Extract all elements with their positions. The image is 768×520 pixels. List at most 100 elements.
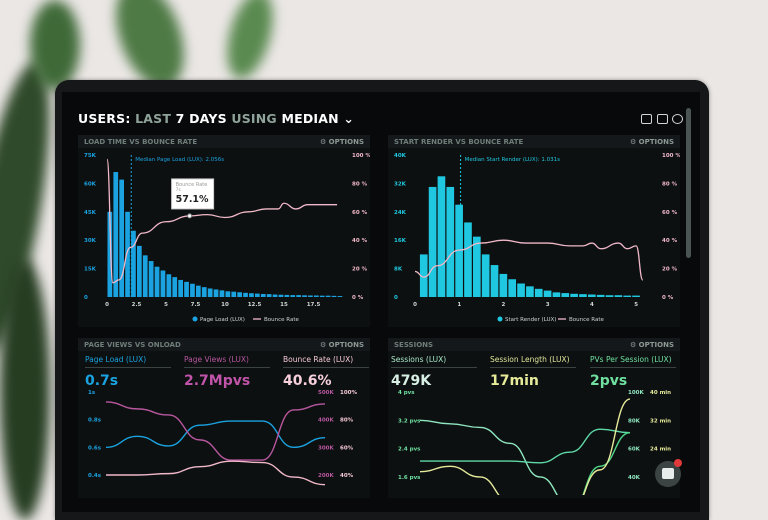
histogram-bar <box>481 254 490 297</box>
histogram-bar <box>302 295 307 297</box>
y2-tick-label: 300K <box>318 445 334 451</box>
metric-bounce-rate: Bounce Rate (LUX) 40.6% <box>283 355 369 389</box>
y-tick-label: 60K <box>84 181 97 187</box>
histogram-bar <box>107 211 113 297</box>
y2-tick-label: 500K <box>318 390 334 396</box>
y2-tick-label: 200K <box>318 473 334 479</box>
series-line <box>582 432 631 495</box>
histogram-bar <box>219 290 225 297</box>
y2-tick-label: 0 % <box>662 295 674 301</box>
y-tick-label: 75K <box>84 153 97 159</box>
histogram-bar <box>437 176 446 297</box>
y2-tick-label: 40K <box>628 475 641 481</box>
metric-value: 40.6% <box>283 373 332 389</box>
panel-title: LOAD TIME VS BOUNCE RATE <box>84 138 198 146</box>
histogram-bar <box>419 254 428 297</box>
metric-label: PVs Per Session (LUX) <box>590 355 676 368</box>
x-tick-label: 0 <box>105 302 109 308</box>
help-icon[interactable] <box>672 114 683 124</box>
histogram-bar <box>249 293 254 297</box>
options-button[interactable]: ⚙ OPTIONS <box>629 138 674 146</box>
tooltip-label: Bounce Rate <box>176 182 208 188</box>
histogram-bar <box>464 222 472 297</box>
y2-tick-label: 100 % <box>352 153 370 159</box>
y3-tick-label: 32 min <box>650 418 671 424</box>
histogram-bar <box>207 288 213 297</box>
histogram-bar <box>113 172 119 297</box>
histogram-bar <box>490 265 499 297</box>
histogram-bar <box>237 292 242 297</box>
plant-leaf <box>0 260 50 520</box>
start-render-chart: 0 8K 16K 24K 32K 40K 0 % 20 % 40 % 60 % 80 % 100 % 0… <box>394 153 680 323</box>
y2-tick-label: 80 % <box>352 181 368 187</box>
histogram-bar <box>137 245 142 297</box>
histogram-bar <box>526 286 534 297</box>
y2-tick-label: 100 % <box>662 153 680 159</box>
histogram-bar <box>255 293 260 297</box>
y3-tick-label: 40 min <box>650 390 671 396</box>
y2-tick-label: 20 % <box>662 267 678 273</box>
y2-tick-label: 0 % <box>352 295 364 301</box>
x-tick-label: 17.5 <box>307 302 321 308</box>
y2-tick-label: 400K <box>318 418 334 424</box>
histogram-bar <box>119 179 124 297</box>
y2-tick-label: 40 % <box>662 238 678 244</box>
tooltip-point <box>187 213 193 219</box>
plant-leaf <box>219 0 281 84</box>
histogram-bar <box>148 261 154 297</box>
x-tick-label: 7.5 <box>191 302 201 308</box>
x-tick-label: 2.5 <box>132 302 142 308</box>
scrollbar[interactable] <box>686 108 691 258</box>
options-button[interactable]: ⚙ OPTIONS <box>629 341 674 349</box>
histogram-bar <box>623 295 632 297</box>
histogram-bar <box>272 294 278 297</box>
page-title[interactable]: USERS: LAST 7 DAYS USING MEDIAN ⌄ <box>78 111 354 126</box>
options-button[interactable]: ⚙ OPTIONS <box>319 138 364 146</box>
y-tick-label: 15K <box>84 267 97 273</box>
y2-tick-label: 20 % <box>352 267 368 273</box>
metric-value: 17min <box>490 373 539 389</box>
chat-button[interactable] <box>655 459 682 487</box>
metric-value: 2pvs <box>590 373 628 389</box>
y2-tick-label: 80 % <box>662 181 678 187</box>
plant-leaf <box>30 0 80 90</box>
series-line <box>105 401 326 461</box>
x-tick-label: 1 <box>457 302 461 308</box>
metric-value: 479K <box>391 373 432 389</box>
share-icon[interactable] <box>657 114 668 124</box>
metric-label: Session Length (LUX) <box>490 355 576 368</box>
histogram-bar <box>178 279 183 297</box>
y2-tick-label: 100K <box>628 390 644 396</box>
histogram-bar <box>172 277 178 297</box>
y-tick-label: 32K <box>394 181 407 187</box>
histogram-bar <box>142 255 148 297</box>
histogram-bar <box>325 295 331 297</box>
tooltip-value: 57.1% <box>176 194 209 205</box>
start-render-panel: START RENDER VS BOUNCE RATE ⚙ OPTIONS <box>388 135 680 327</box>
options-button[interactable]: ⚙ OPTIONS <box>319 341 364 349</box>
x-tick-label: 12.5 <box>248 302 262 308</box>
histogram-bar <box>196 285 201 297</box>
metric-value: 2.7Mpvs <box>184 373 251 389</box>
metric-label: Sessions (LUX) <box>391 355 477 368</box>
series-line <box>420 428 631 464</box>
metric-pvs-per-session: PVs Per Session (LUX) 2pvs <box>590 355 676 389</box>
series-line <box>105 420 326 449</box>
y-tick-label: 30K <box>84 238 97 244</box>
tooltip-sub: 7s <box>176 187 182 193</box>
y-tick-label: 16K <box>394 238 407 244</box>
y-tick-label: 2.4 pvs <box>398 447 421 453</box>
histogram-bar <box>614 295 623 297</box>
y-tick-label: 0.8s <box>88 418 102 424</box>
panel-title: SESSIONS <box>394 341 434 349</box>
chat-icon <box>662 468 674 479</box>
metric-label: Page Load (LUX) <box>85 355 171 368</box>
y2-tick-label: 60 % <box>662 210 678 216</box>
title-aggregation: MEDIAN <box>281 111 339 126</box>
y-tick-label: 4 pvs <box>398 390 415 396</box>
histogram-bar <box>517 283 525 297</box>
chevron-down-icon[interactable]: ⌄ <box>343 111 355 126</box>
y2-tick-label: 60 % <box>352 210 368 216</box>
monitor-icon[interactable] <box>641 114 652 124</box>
load-time-chart: 0 15K 30K 45K 60K 75K 0 % 20 % 40 % 60 % 80 % 100 %… <box>84 153 370 323</box>
